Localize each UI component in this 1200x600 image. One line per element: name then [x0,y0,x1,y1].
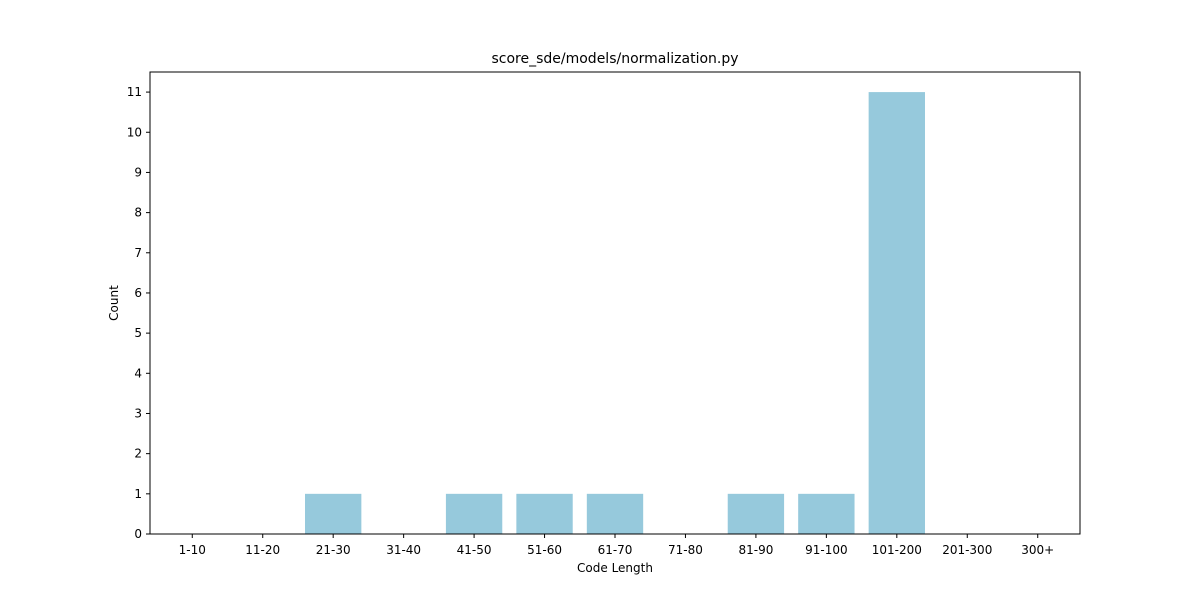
y-tick-label: 6 [134,286,142,300]
x-tick-label: 41-50 [457,543,492,557]
x-tick-label: 201-300 [942,543,992,557]
x-tick-label: 61-70 [598,543,633,557]
y-tick-label: 2 [134,447,142,461]
y-tick-label: 4 [134,366,142,380]
bar-101-200 [868,92,925,534]
y-tick-label: 3 [134,406,142,420]
bar-61-70 [586,493,644,534]
x-tick-label: 21-30 [316,543,351,557]
x-tick-label: 300+ [1021,543,1054,557]
y-axis-label: Count [107,285,121,321]
chart-title: score_sde/models/normalization.py [491,51,738,67]
y-tick-label: 0 [134,527,142,541]
x-tick-label: 51-60 [527,543,562,557]
bar-51-60 [516,493,573,534]
y-tick-label: 11 [127,85,142,99]
y-tick-label: 10 [127,125,142,139]
x-axis-ticks: 1-10 11-20 21-30 31-40 41-50 51-60 61-70 71-80 8… [179,534,1054,557]
y-tick-label: 9 [134,165,142,179]
x-tick-label: 91-100 [805,543,848,557]
y-tick-label: 1 [134,487,142,501]
x-tick-label: 101-200 [872,543,922,557]
x-tick-label: 1-10 [179,543,206,557]
y-axis-ticks: 0 1 2 3 4 5 6 7 8 9 10 11 [127,85,150,541]
x-tick-label: 81-90 [738,543,773,557]
bar-81-90 [727,493,785,534]
y-tick-label: 8 [134,206,142,220]
bar-91-100 [798,493,855,534]
x-tick-label: 31-40 [386,543,421,557]
plot-frame [149,71,1081,535]
bars-group [305,92,925,534]
y-tick-label: 7 [134,246,142,260]
y-tick-label: 5 [134,326,142,340]
x-axis-label: Code Length [577,561,653,575]
x-tick-label: 71-80 [668,543,703,557]
x-tick-label: 11-20 [245,543,280,557]
bar-21-30 [305,493,362,534]
bar-41-50 [445,493,503,534]
